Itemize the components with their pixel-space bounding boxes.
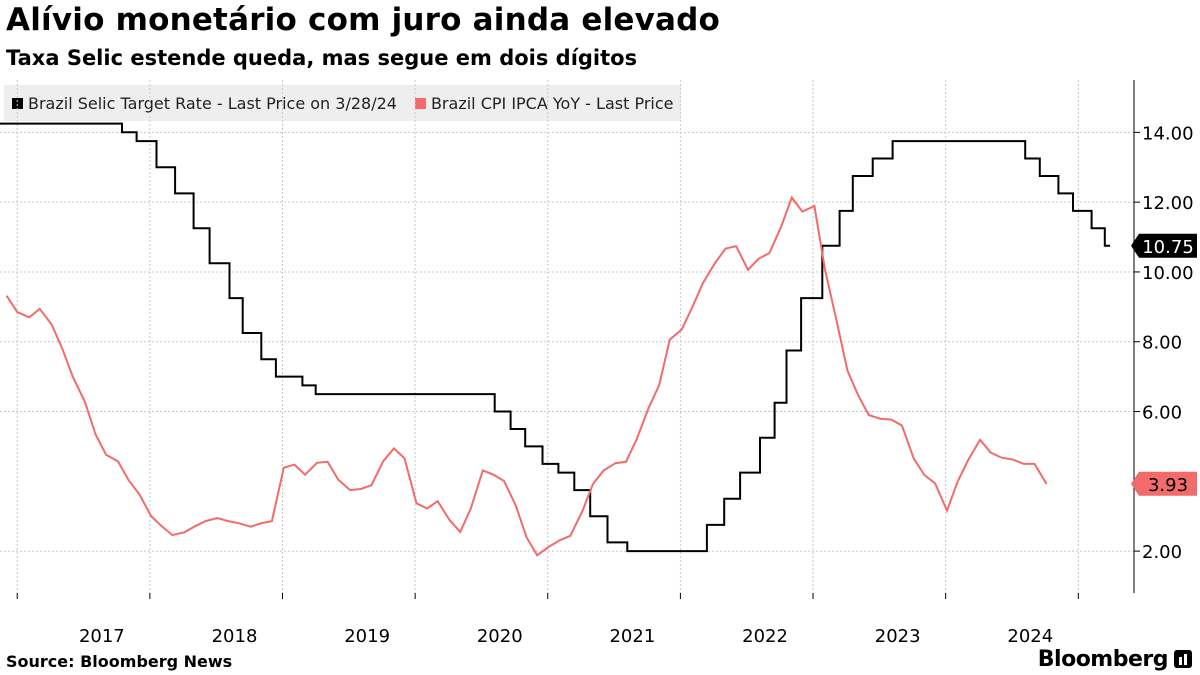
last-value-label-1: 3.93: [1148, 475, 1188, 496]
y-tick-label: 2.00: [1142, 542, 1182, 563]
y-tick-label: 8.00: [1142, 333, 1182, 354]
y-tick-label: 10.00: [1142, 263, 1194, 284]
last-value-label-0: 10.75: [1142, 237, 1194, 258]
series-layer: [0, 122, 1111, 557]
legend-item-selic: Brazil Selic Target Rate - Last Price on…: [12, 94, 397, 113]
label-layer: 2.006.008.0010.0012.0014.002016201720182…: [79, 123, 1197, 647]
x-tick-label: 2019: [344, 626, 390, 647]
y-tick-label: 6.00: [1142, 403, 1182, 424]
x-tick-label: 2022: [742, 626, 788, 647]
y-tick-label: 12.00: [1142, 193, 1194, 214]
x-tick-label: 2024: [1007, 626, 1053, 647]
bloomberg-chart-icon: [1174, 650, 1192, 668]
chart-subtitle: Taxa Selic estende queda, mas segue em d…: [6, 46, 638, 70]
y-tick-label: 14.00: [1142, 123, 1194, 144]
series-line-1: [5, 195, 1048, 557]
series-line-0: [0, 122, 1111, 553]
legend-label-ipca: Brazil CPI IPCA YoY - Last Price: [430, 93, 674, 113]
source-note: Source: Bloomberg News: [6, 652, 233, 671]
legend-label-selic: Brazil Selic Target Rate - Last Price on…: [28, 93, 397, 113]
axis-layer: [16, 80, 1140, 599]
legend-swatch-selic: [12, 97, 23, 109]
x-tick-label: 2021: [609, 626, 655, 647]
chart-legend: Brazil Selic Target Rate - Last Price on…: [4, 85, 682, 121]
last-value-tag-1: [1131, 471, 1197, 496]
legend-item-ipca: Brazil CPI IPCA YoY - Last Price: [414, 93, 674, 113]
last-value-tag-0: [1131, 233, 1197, 258]
x-tick-label: 2018: [212, 626, 258, 647]
x-tick-label: 2020: [477, 626, 523, 647]
brand-logo: Bloomberg: [1037, 647, 1169, 672]
legend-swatch-ipca: [414, 97, 426, 109]
x-tick-label: 2017: [79, 626, 125, 647]
grid-layer: [0, 80, 1134, 593]
chart-title: Alívio monetário com juro ainda elevado: [6, 2, 721, 38]
x-tick-label: 2023: [875, 626, 921, 647]
